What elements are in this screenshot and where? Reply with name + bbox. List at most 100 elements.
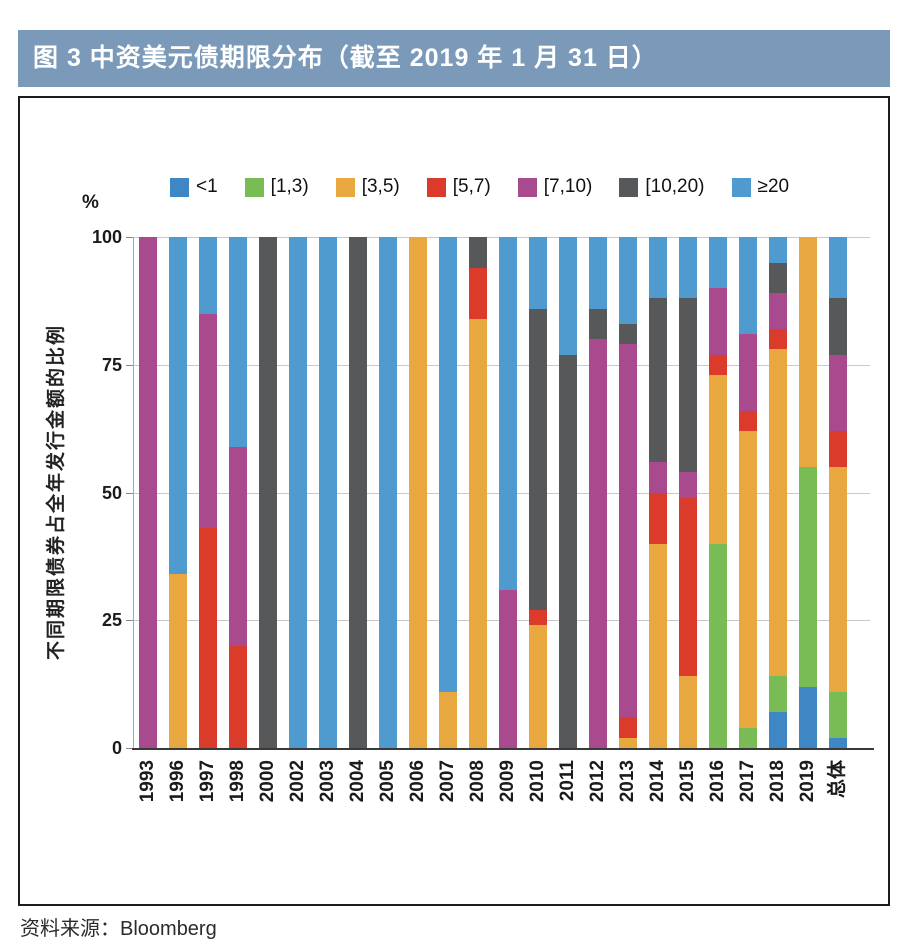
y-tick-label-50: 50 [101, 482, 122, 503]
x-label-2014: 2014 [647, 760, 668, 803]
x-label-2019: 2019 [797, 760, 818, 803]
bar-1993 [139, 237, 157, 748]
bar-2015 [679, 237, 697, 748]
segment-2018-[7,10) [769, 293, 787, 329]
bar-1998 [229, 237, 247, 748]
bar-1997 [199, 237, 217, 748]
segment-2014-[3,5) [649, 543, 667, 748]
segment-2015-[7,10) [679, 472, 697, 498]
legend-label-[1,3): [1,3) [270, 176, 309, 197]
legend-swatch-[1,3) [244, 177, 264, 197]
segment-2015-[3,5) [679, 676, 697, 748]
bar-2003 [319, 237, 337, 748]
x-label-2004: 2004 [347, 760, 368, 803]
segment-1993-[7,10) [139, 237, 157, 748]
x-label-2008: 2008 [467, 760, 488, 803]
bar-2017 [739, 237, 757, 748]
x-label-2010: 2010 [527, 760, 548, 803]
x-label-2016: 2016 [707, 760, 728, 803]
segment-2017-[3,5) [739, 431, 757, 728]
segment-2015-[10,20) [679, 298, 697, 473]
segment-2014-[5,7) [649, 492, 667, 544]
segment-2010-[5,7) [529, 610, 547, 626]
segment-2014-[10,20) [649, 298, 667, 462]
segment-2005-≥20 [379, 237, 397, 748]
segment-2004-[10,20) [349, 237, 367, 748]
y-tick-label-0: 0 [111, 738, 122, 758]
segment-总体-[7,10) [829, 354, 847, 432]
x-label-2003: 2003 [317, 760, 338, 803]
x-label-1993: 1993 [137, 760, 158, 803]
legend-label-[3,5): [3,5) [361, 176, 400, 197]
segment-2017-[7,10) [739, 334, 757, 411]
legend-swatch-[10,20) [619, 177, 639, 197]
y-tick-mark-0 [126, 748, 133, 749]
segment-总体-[10,20) [829, 298, 847, 355]
legend-label-[10,20): [10,20) [645, 176, 705, 197]
segment-2018-≥20 [769, 237, 787, 263]
segment-2007-≥20 [439, 237, 457, 692]
segment-2018-[5,7) [769, 329, 787, 350]
segment-2010-[10,20) [529, 308, 547, 611]
y-axis-line [133, 237, 134, 748]
segment-2012-≥20 [589, 237, 607, 309]
segment-1998-[5,7) [229, 645, 247, 748]
bar-2011 [559, 237, 577, 748]
segment-2011-[10,20) [559, 354, 577, 748]
figure-title: 图 3 中资美元债期限分布（截至 2019 年 1 月 31 日） [33, 44, 658, 72]
segment-2007-[3,5) [439, 691, 457, 748]
segment-1997-≥20 [199, 237, 217, 314]
segment-2014-[7,10) [649, 461, 667, 493]
bar-2002 [289, 237, 307, 748]
x-label-总体: 总体 [827, 760, 848, 799]
segment-1998-[7,10) [229, 446, 247, 646]
legend-item-[1,3): [1,3) [244, 176, 309, 198]
legend: <1 [1,3) [3,5) [5,7) [7,10) [10,20) ≥20 [170, 176, 789, 198]
segment-总体-[5,7) [829, 431, 847, 467]
bar-2008 [469, 237, 487, 748]
chart-container: <1 [1,3) [3,5) [5,7) [7,10) [10,20) ≥20 % 不同期限… [18, 96, 890, 906]
bar-总体 [829, 237, 847, 748]
x-label-2007: 2007 [437, 760, 458, 803]
segment-2016-≥20 [709, 237, 727, 289]
segment-2016-[1,3) [709, 543, 727, 748]
segment-2019-[3,5) [799, 237, 817, 467]
legend-item-≥20: ≥20 [731, 176, 790, 198]
x-label-1998: 1998 [227, 760, 248, 803]
legend-label-[7,10): [7,10) [543, 176, 593, 197]
x-label-1997: 1997 [197, 760, 218, 803]
segment-2018-<1 [769, 712, 787, 748]
legend-label-≥20: ≥20 [757, 176, 790, 197]
bar-2019 [799, 237, 817, 748]
segment-2013-[3,5) [619, 737, 637, 748]
x-label-2018: 2018 [767, 760, 788, 803]
segment-2008-[3,5) [469, 318, 487, 748]
segment-2017-[1,3) [739, 727, 757, 748]
segment-2016-[5,7) [709, 354, 727, 375]
segment-2015-≥20 [679, 237, 697, 299]
y-axis-unit: % [82, 192, 99, 213]
y-tick-label-100: 100 [91, 227, 122, 247]
legend-swatch-[3,5) [335, 177, 355, 197]
segment-2000-[10,20) [259, 237, 277, 748]
x-label-2009: 2009 [497, 760, 518, 803]
segment-1997-[7,10) [199, 313, 217, 529]
segment-2013-[7,10) [619, 344, 637, 718]
segment-2017-≥20 [739, 237, 757, 335]
segment-2009-≥20 [499, 237, 517, 590]
x-label-2011: 2011 [557, 760, 578, 802]
x-label-2015: 2015 [677, 760, 698, 803]
figure-title-bar: 图 3 中资美元债期限分布（截至 2019 年 1 月 31 日） [18, 30, 890, 87]
segment-2014-≥20 [649, 237, 667, 299]
segment-总体-[3,5) [829, 466, 847, 692]
segment-2006-[3,5) [409, 237, 427, 748]
segment-1996-≥20 [169, 237, 187, 575]
segment-1997-[5,7) [199, 528, 217, 748]
segment-2016-[7,10) [709, 288, 727, 355]
legend-item-[7,10): [7,10) [517, 176, 593, 198]
legend-swatch-[5,7) [426, 177, 446, 197]
plot-area: 0 25 50 75 100 1993 1996 1997 1998 2000 2002 2003 20… [92, 227, 874, 802]
segment-2012-[10,20) [589, 308, 607, 340]
bar-2010 [529, 237, 547, 748]
legend-item-[10,20): [10,20) [619, 176, 705, 198]
